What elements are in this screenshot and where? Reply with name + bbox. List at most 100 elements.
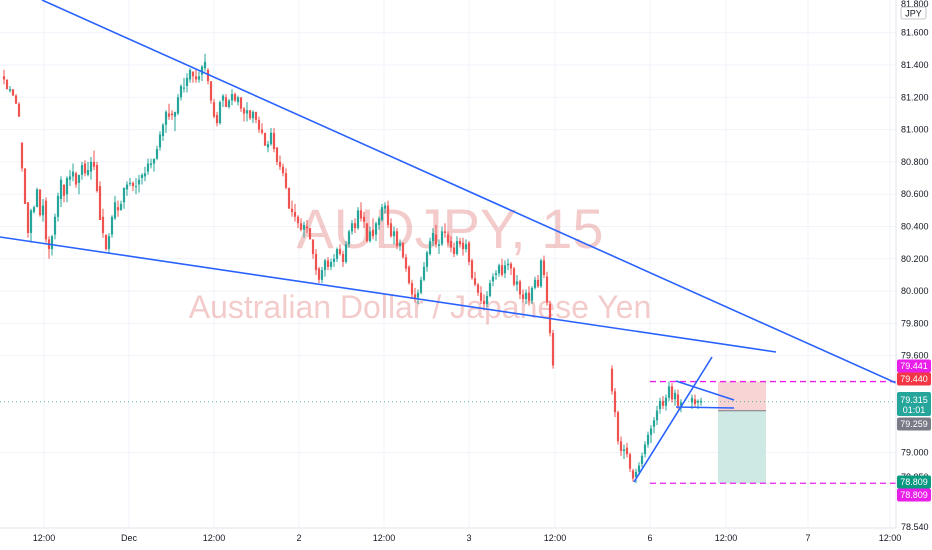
candle [23, 168, 27, 204]
candle [230, 89, 234, 106]
candle-body [44, 200, 48, 240]
candle [693, 394, 697, 408]
time-axis-bg [0, 528, 896, 550]
candle-body [119, 203, 123, 211]
price-tag-entry-stop [897, 372, 931, 386]
price-tick-label: 80.800 [901, 157, 929, 167]
candle [542, 255, 546, 279]
candle-body [179, 85, 183, 98]
candle [191, 71, 195, 83]
candle-body [329, 262, 333, 267]
candle-body [206, 69, 210, 82]
candle [86, 161, 90, 177]
time-axis[interactable]: 12:00 Dec 12:00 2 12:00 3 12:00 6 12:00 7 12:00 [0, 527, 901, 550]
candle-body [83, 163, 87, 174]
candle [658, 397, 662, 414]
candle [655, 405, 659, 426]
candle [497, 263, 501, 277]
candle-body [143, 173, 147, 177]
candle [506, 258, 510, 271]
price-tag-label: 79.440 [900, 374, 928, 384]
candle-body [658, 400, 662, 409]
candle-body [311, 239, 315, 254]
candle-body [296, 216, 300, 224]
candle [482, 294, 486, 311]
candle-body [299, 223, 303, 230]
candle-body [356, 210, 360, 229]
candle-body [77, 174, 81, 183]
position-zones[interactable] [0, 380, 896, 484]
candle [251, 110, 255, 124]
candle-body [425, 252, 429, 267]
candle [640, 452, 644, 468]
candle-body [227, 100, 231, 107]
candle [236, 95, 240, 106]
candle [275, 147, 279, 166]
candle [269, 127, 273, 146]
candle [164, 110, 168, 133]
countdown-label: 01:01 [903, 405, 926, 415]
candle-body [101, 216, 105, 233]
candle-body [23, 168, 27, 204]
candle-body [338, 249, 342, 254]
candle [173, 111, 177, 132]
candle-body [128, 182, 132, 184]
candle-body [344, 244, 348, 263]
candle-body [640, 455, 644, 464]
candle-body [512, 268, 516, 285]
candle [218, 100, 222, 125]
candle [311, 239, 315, 259]
candle [62, 184, 66, 203]
candle-body [170, 113, 174, 116]
candle [443, 223, 447, 238]
candle [539, 258, 543, 288]
candle-body [158, 134, 162, 148]
candle [386, 200, 390, 229]
candle-body [634, 471, 638, 477]
candle-body [437, 244, 441, 246]
candles[interactable] [2, 53, 703, 484]
candle-body [14, 95, 18, 104]
candle [203, 53, 207, 72]
candle-body [308, 228, 312, 240]
candle-body [32, 207, 36, 212]
candle [116, 200, 120, 217]
candle-body [152, 158, 156, 164]
candle [329, 258, 333, 271]
candle [122, 187, 126, 209]
candle [197, 71, 201, 83]
price-axis[interactable]: 81.800 81.600 81.400 81.200 81.000 80.800 80.6… [895, 0, 932, 550]
candle [536, 274, 540, 288]
candle [161, 123, 165, 141]
drawings[interactable] [0, 0, 897, 483]
candle-body [383, 205, 387, 209]
candle [359, 202, 363, 222]
candle [676, 389, 680, 409]
candle-body [539, 260, 543, 287]
time-tick-label: 12:00 [373, 533, 396, 543]
candle [449, 236, 453, 253]
candle [53, 213, 57, 240]
trendline-flag-top [675, 380, 735, 401]
take-profit-zone [718, 410, 766, 484]
candle-body [209, 81, 213, 101]
candle-body [455, 241, 459, 254]
candle [176, 94, 180, 116]
candle-body [191, 71, 195, 77]
candle-body [401, 242, 405, 258]
candle [107, 232, 111, 254]
candle-body [326, 260, 330, 267]
candle-body [693, 399, 697, 405]
candle [383, 202, 387, 214]
price-tag-label: 78.809 [900, 490, 928, 500]
candle [410, 279, 414, 300]
candle [353, 218, 357, 233]
candle [32, 205, 36, 214]
candle-body [230, 94, 234, 101]
candle-body [203, 61, 207, 69]
candle [491, 273, 495, 287]
trendline-flag-bottom [675, 406, 735, 409]
candle [485, 291, 489, 308]
candle-body [389, 223, 393, 237]
